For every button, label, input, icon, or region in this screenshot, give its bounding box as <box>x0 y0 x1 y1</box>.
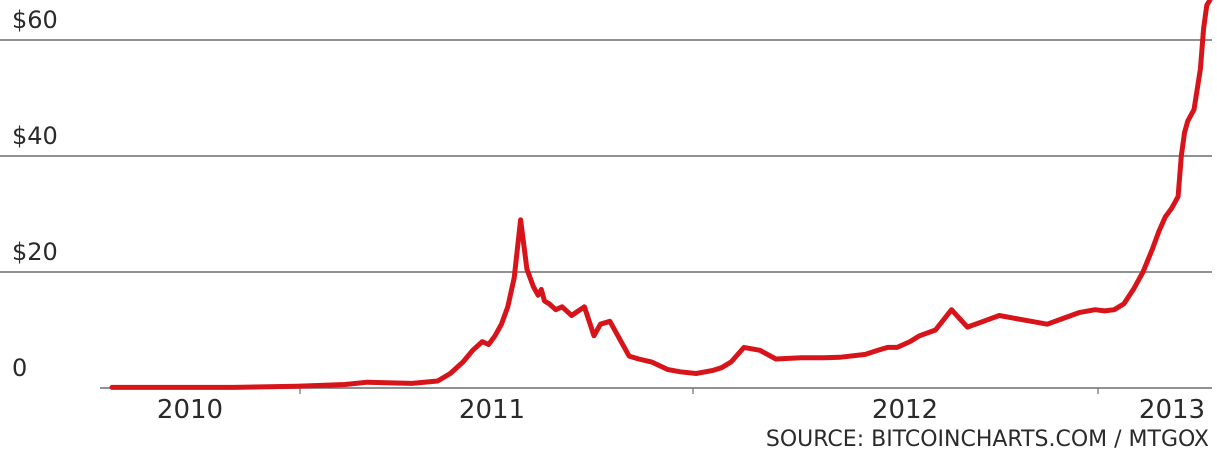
x-tick-label: 2012 <box>872 395 938 425</box>
y-tick-label: $40 <box>12 122 58 150</box>
x-tick-label: 2013 <box>1139 395 1205 425</box>
y-tick-label: 0 <box>12 354 27 382</box>
y-tick-label: $60 <box>12 6 58 34</box>
price-series-line <box>109 0 1213 390</box>
x-tick-label: 2010 <box>157 395 223 425</box>
x-axis-labels: 2010 2011 2012 2013 <box>157 395 1205 425</box>
source-note: SOURCE: BITCOINCHARTS.COM / MTGOX <box>766 427 1209 452</box>
y-axis-labels: 0 $20 $40 $60 <box>12 6 58 382</box>
gridlines <box>0 39 1212 273</box>
x-tick-label: 2011 <box>459 395 525 425</box>
x-axis-ticks <box>299 388 1099 394</box>
series-group <box>109 0 1213 390</box>
y-tick-label: $20 <box>12 238 58 266</box>
